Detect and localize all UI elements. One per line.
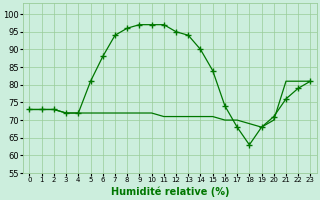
X-axis label: Humidité relative (%): Humidité relative (%) xyxy=(111,186,229,197)
